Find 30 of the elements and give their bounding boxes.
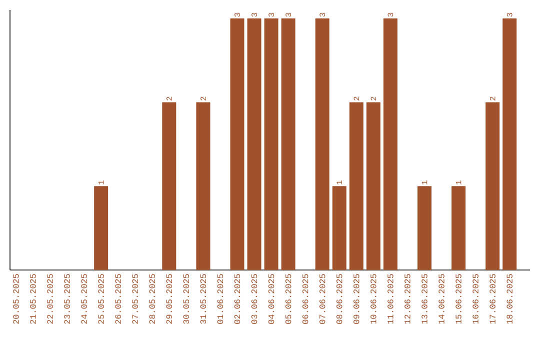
x-tick-label: 03.06.2025 [251,274,258,324]
x-tick-label: 21.05.2025 [30,274,36,324]
x-tick-label: 22.05.2025 [47,274,53,324]
x-tick-label: 10.06.2025 [370,274,376,324]
x-tick-label: 01.06.2025 [217,274,224,324]
x-tick-label: 12.06.2025 [404,274,410,324]
x-tick-label: 04.06.2025 [268,274,274,324]
x-tick-label: 31.05.2025 [200,274,206,324]
x-tick-label: 20.05.2025 [13,274,19,324]
x-tick-label: 25.05.2025 [98,274,104,324]
x-tick-label: 28.05.2025 [149,274,156,324]
x-tick-label: 30.05.2025 [183,274,190,324]
x-tick-label: 29.05.2025 [166,274,172,324]
x-tick-label: 07.06.2025 [319,274,326,324]
x-tick-label: 13.06.2025 [422,274,428,324]
x-tick-label: 02.06.2025 [234,274,240,324]
x-tick-label: 09.06.2025 [354,274,360,324]
x-tick-label: 06.06.2025 [302,274,308,324]
x-tick-label: 08.06.2025 [336,274,342,324]
x-tick-label: 11.06.2025 [388,274,394,324]
x-tick-label: 15.06.2025 [456,274,462,324]
x-tick-label: 26.05.2025 [115,274,121,324]
x-tick-label: 23.05.2025 [64,274,70,324]
x-tick-label: 16.06.2025 [472,274,478,324]
x-tick-label: 17.06.2025 [490,274,496,324]
x-tick-label: 18.06.2025 [506,274,512,324]
x-tick-label: 14.06.2025 [438,274,444,324]
x-tick-label: 24.05.2025 [81,274,87,324]
x-tick-label: 27.05.2025 [132,274,138,324]
x-tick-label: 05.06.2025 [285,274,292,324]
